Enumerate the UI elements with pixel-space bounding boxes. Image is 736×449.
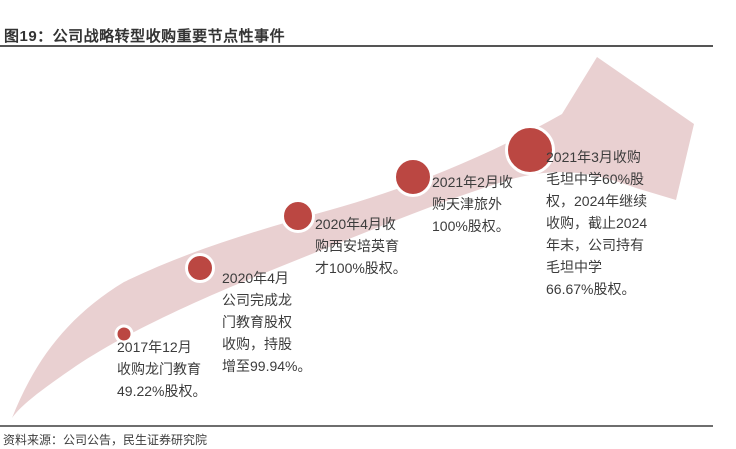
event-label-2020-04a: 2020年4月 公司完成龙 门教育股权 收购，持股 增至99.94%。 [222, 270, 312, 374]
figure-title: 图19：公司战略转型收购重要节点性事件 [4, 28, 286, 45]
title-underline [0, 45, 713, 47]
event-label-2017-12: 2017年12月 收购龙门教育 49.22%股权。 [117, 339, 207, 399]
event-label-2020-04b: 2020年4月收 购西安培英育 才100%股权。 [315, 216, 407, 276]
source-text: 资料来源：公司公告，民生证券研究院 [3, 433, 208, 447]
event-label-2021-03: 2021年3月收购 毛坦中学60%股 权，2024年继续 收购，截止2024 年… [546, 149, 648, 297]
timeline-node-2017-12 [114, 324, 134, 344]
timeline-node-2021-02 [393, 157, 433, 197]
source-divider [0, 425, 713, 427]
timeline-node-2020-04b [281, 199, 315, 233]
timeline-node-2021-03 [505, 125, 555, 175]
event-label-2021-02: 2021年2月收 购天津旅外 100%股权。 [432, 174, 513, 234]
timeline-node-2020-04a [185, 253, 215, 283]
